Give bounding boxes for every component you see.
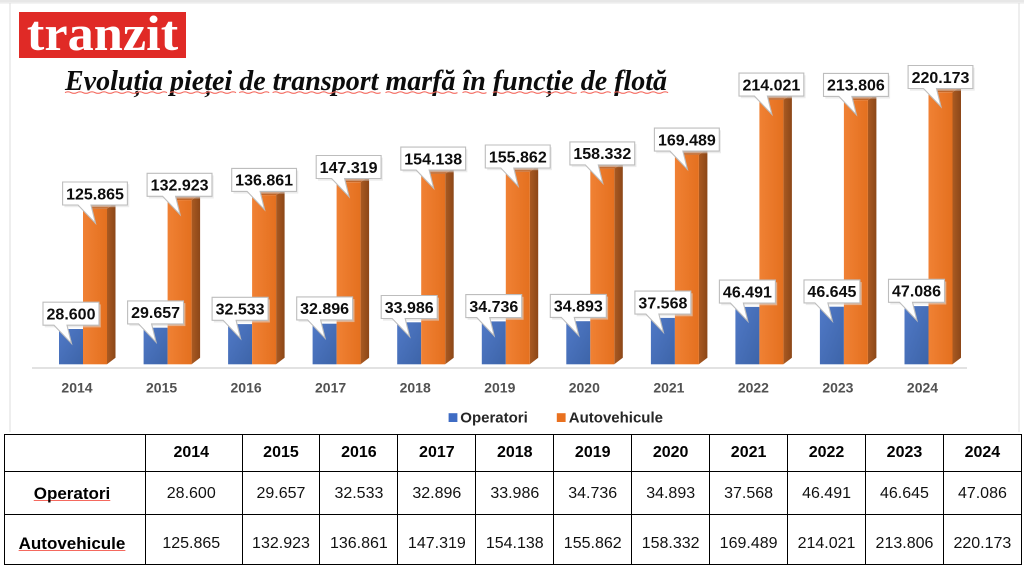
svg-text:214.021: 214.021 — [742, 77, 800, 94]
svg-text:2017: 2017 — [315, 379, 346, 395]
svg-text:2024: 2024 — [907, 379, 938, 395]
svg-text:29.657: 29.657 — [131, 305, 180, 322]
svg-text:132.923: 132.923 — [151, 178, 209, 195]
svg-text:33.986: 33.986 — [385, 300, 434, 317]
svg-text:Autovehicule: Autovehicule — [569, 410, 663, 427]
svg-text:2023: 2023 — [822, 379, 853, 395]
svg-text:2020: 2020 — [569, 379, 600, 395]
svg-text:34.736: 34.736 — [469, 299, 518, 316]
svg-text:46.491: 46.491 — [723, 284, 772, 301]
svg-text:2021: 2021 — [653, 379, 684, 395]
svg-text:28.600: 28.600 — [47, 307, 96, 324]
svg-text:34.893: 34.893 — [554, 299, 603, 316]
svg-text:2014: 2014 — [61, 379, 92, 395]
svg-text:47.086: 47.086 — [892, 284, 941, 301]
svg-text:2018: 2018 — [400, 379, 431, 395]
svg-text:147.319: 147.319 — [320, 160, 378, 177]
svg-text:37.568: 37.568 — [638, 295, 687, 312]
svg-text:Operatori: Operatori — [460, 410, 528, 427]
svg-text:154.138: 154.138 — [404, 151, 462, 168]
svg-text:2022: 2022 — [738, 379, 769, 395]
svg-text:220.173: 220.173 — [912, 70, 970, 87]
svg-text:32.533: 32.533 — [216, 302, 265, 319]
svg-text:169.489: 169.489 — [658, 132, 716, 149]
svg-text:2016: 2016 — [231, 379, 262, 395]
svg-text:136.861: 136.861 — [235, 173, 293, 190]
svg-text:2015: 2015 — [146, 379, 177, 395]
svg-text:158.332: 158.332 — [573, 146, 631, 163]
svg-text:32.896: 32.896 — [300, 301, 349, 318]
svg-text:155.862: 155.862 — [489, 149, 547, 166]
svg-text:213.806: 213.806 — [827, 78, 885, 95]
svg-text:125.865: 125.865 — [66, 186, 124, 203]
svg-text:46.645: 46.645 — [807, 284, 856, 301]
svg-text:2019: 2019 — [484, 379, 515, 395]
